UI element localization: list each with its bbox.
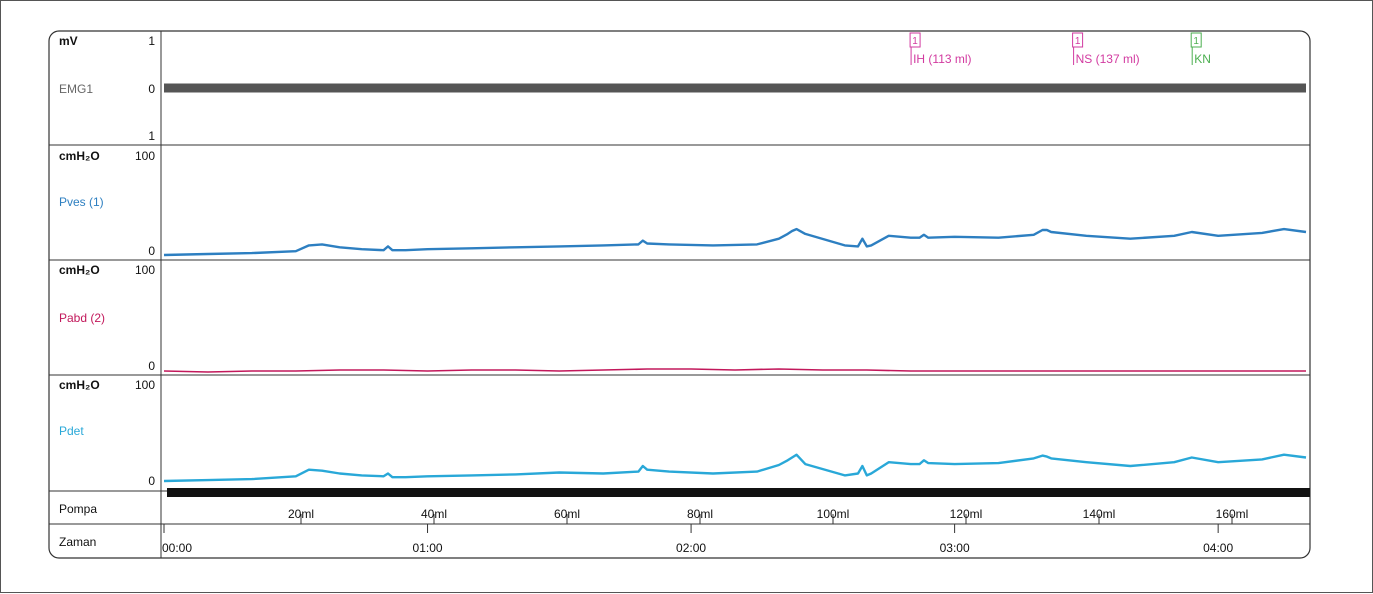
event-label: NS (137 ml) [1076, 52, 1140, 66]
pabd-tick-bottom: 0 [148, 359, 155, 373]
pompa-label: Pompa [59, 502, 97, 516]
event-marker-number: 1 [1193, 36, 1199, 47]
time-tick-label: 03:00 [940, 541, 970, 555]
pves-unit-label: cmH₂O [59, 149, 100, 163]
time-tick-label: 02:00 [676, 541, 706, 555]
event-label: IH (113 ml) [913, 52, 971, 66]
pump-bar [167, 488, 1310, 497]
pump-tick-label: 140ml [1083, 507, 1116, 521]
emg-tick-mid: 0 [148, 82, 155, 96]
pves-trace [163, 227, 1307, 257]
event-marker-box [909, 32, 921, 48]
pdet-channel-name: Pdet [59, 424, 84, 438]
pump-tick-label: 40ml [421, 507, 447, 521]
zaman-label: Zaman [59, 535, 96, 549]
event-label: KN [1194, 52, 1211, 66]
pves-tick-top: 100 [135, 149, 155, 163]
pump-tick-label: 100ml [817, 507, 850, 521]
pdet-unit-label: cmH₂O [59, 378, 100, 392]
pdet-tick-bottom: 0 [148, 474, 155, 488]
event-marker-box [1072, 32, 1084, 48]
pump-tick-label: 60ml [554, 507, 580, 521]
pump-tick-label: 160ml [1216, 507, 1249, 521]
panel-frame [48, 30, 1311, 559]
pabd-unit-label: cmH₂O [59, 263, 100, 277]
pves-tick-bottom: 0 [148, 244, 155, 258]
event-marker-box [1190, 32, 1202, 48]
emg-tick-bottom: 1 [148, 129, 155, 143]
pdet-tick-top: 100 [135, 378, 155, 392]
event-marker-number: 1 [1075, 36, 1081, 47]
pabd-channel-name: Pabd (2) [59, 311, 105, 325]
pump-tick-label: 120ml [950, 507, 983, 521]
pabd-tick-top: 100 [135, 263, 155, 277]
time-ticks: 00:00 01:00 02:00 03:00 04:00 [162, 524, 1233, 555]
event-markers: 1 IH (113 ml) 1 NS (137 ml) 1 KN [909, 32, 1211, 66]
pump-tick-label: 80ml [687, 507, 713, 521]
emg-unit-label: mV [59, 34, 78, 48]
pves-channel-name: Pves (1) [59, 195, 104, 209]
event-marker-number: 1 [912, 36, 918, 47]
emg-channel-name: EMG1 [59, 82, 93, 96]
pdet-trace [163, 453, 1307, 483]
pabd-trace [163, 368, 1306, 373]
time-tick-label: 01:00 [413, 541, 443, 555]
time-tick-label: 00:00 [162, 541, 192, 555]
pump-tick-label: 20ml [288, 507, 314, 521]
pump-ticks: 20ml 40ml 60ml 80ml 100ml 120ml 140ml 160ml [288, 507, 1248, 524]
emg-tick-top: 1 [148, 34, 155, 48]
time-tick-label: 04:00 [1203, 541, 1233, 555]
